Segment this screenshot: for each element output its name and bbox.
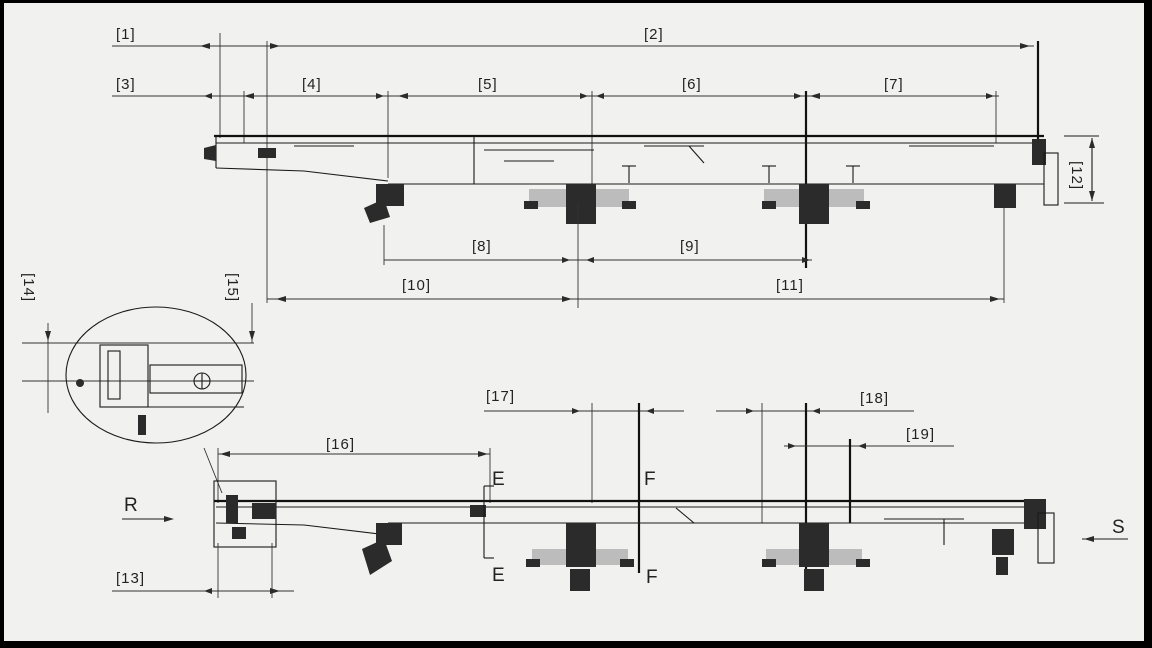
trolley-1 [364,184,404,223]
section-s: S [1112,517,1125,538]
bottom-view: R S E E F F [16] [17] [18] [19] [13] [112,388,1128,598]
dim-label-4: [4] [302,76,322,93]
dim-label-18: [18] [860,390,889,407]
dim-label-2: [2] [644,26,664,43]
dim-label-11: [11] [776,277,804,294]
dim-label-9: [9] [680,238,700,255]
dim-label-17: [17] [486,388,515,405]
crane-drawing: [1] [2] [3] [4] [5] [6] [7] [8] [9] [10]… [20,26,1128,598]
dim-label-12: [12] [1068,161,1085,190]
top-view: [1] [2] [3] [4] [5] [6] [7] [8] [9] [10]… [112,26,1104,308]
dim-label-10: [10] [402,277,431,294]
drawing-sheet: [1] [2] [3] [4] [5] [6] [7] [8] [9] [10]… [4,3,1144,641]
dim-label-15: [15] [224,273,241,302]
dim-label-19: [19] [906,426,935,443]
detail-view: [14] [15] [20,273,255,494]
dim-label-5: [5] [478,76,498,93]
trolley-3 [762,184,870,224]
dim-label-16: [16] [326,436,355,453]
section-f-top: F [644,469,656,490]
trolley-2 [524,184,636,224]
dim-label-6: [6] [682,76,702,93]
dim-label-13: [13] [116,570,145,587]
section-e-top: E [492,469,505,490]
dim-label-7: [7] [884,76,904,93]
dim-label-3: [3] [116,76,136,93]
section-e-bottom: E [492,565,505,586]
section-r: R [124,495,138,516]
dim-label-1: [1] [116,26,136,43]
dim-label-14: [14] [20,273,37,302]
dim-label-8: [8] [472,238,492,255]
section-f-bottom: F [646,567,658,588]
